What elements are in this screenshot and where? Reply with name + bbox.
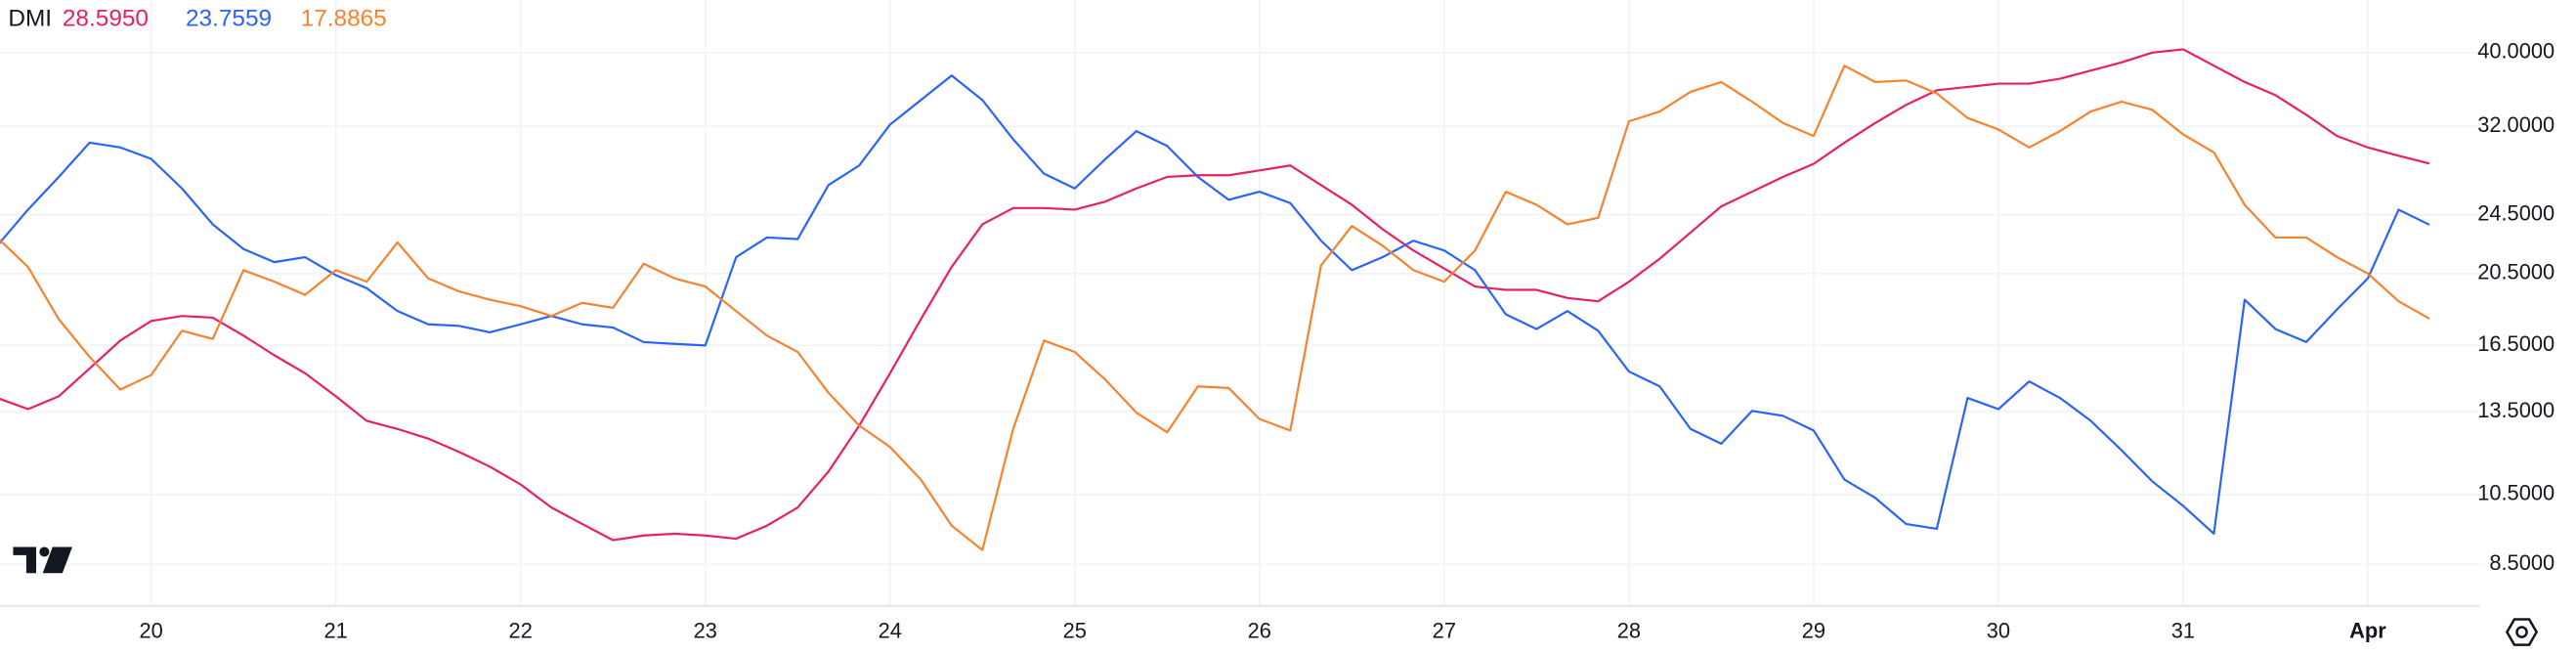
x-tick-label: 24 [879, 618, 902, 642]
tradingview-logo [13, 546, 72, 574]
y-tick-label: 20.5000 [2477, 260, 2555, 284]
x-tick-label: 25 [1063, 618, 1087, 642]
grid [0, 0, 2481, 606]
y-tick-label: 40.0000 [2477, 39, 2555, 64]
y-tick-label: 13.5000 [2477, 398, 2555, 422]
x-tick-label: 26 [1248, 618, 1271, 642]
x-tick-label: 27 [1433, 618, 1456, 642]
y-tick-label: 8.5000 [2489, 550, 2555, 575]
dmi-line [0, 74, 2430, 536]
dmi-line [0, 65, 2430, 551]
x-tick-label: 21 [324, 618, 348, 642]
x-tick-label: 30 [1987, 618, 2010, 642]
lines [0, 48, 2430, 551]
settings-button[interactable] [2505, 618, 2539, 646]
x-tick-label: 31 [2171, 618, 2195, 642]
x-tick-label: 22 [509, 618, 533, 642]
legend-value: 28.5950 [63, 6, 149, 32]
legend: DMI 28.5950 23.7559 17.8865 [8, 6, 386, 32]
x-tick-label: 20 [140, 618, 163, 642]
indicator-title: DMI [8, 6, 52, 32]
legend-value: 17.8865 [301, 6, 387, 32]
x-tick-label: 23 [694, 618, 717, 642]
x-tick-label: Apr [2349, 618, 2386, 642]
y-tick-label: 10.5000 [2477, 481, 2555, 505]
y-tick-label: 32.0000 [2477, 112, 2555, 137]
y-tick-label: 16.5000 [2477, 331, 2555, 356]
y-tick-label: 24.5000 [2477, 200, 2555, 225]
dmi-line [0, 48, 2430, 542]
legend-value: 23.7559 [186, 6, 272, 32]
labels: 8.5000 10.5000 13.5000 16.5000 20.5000 24.500… [140, 39, 2555, 643]
x-tick-label: 29 [1802, 618, 1825, 642]
x-tick-label: 28 [1617, 618, 1641, 642]
